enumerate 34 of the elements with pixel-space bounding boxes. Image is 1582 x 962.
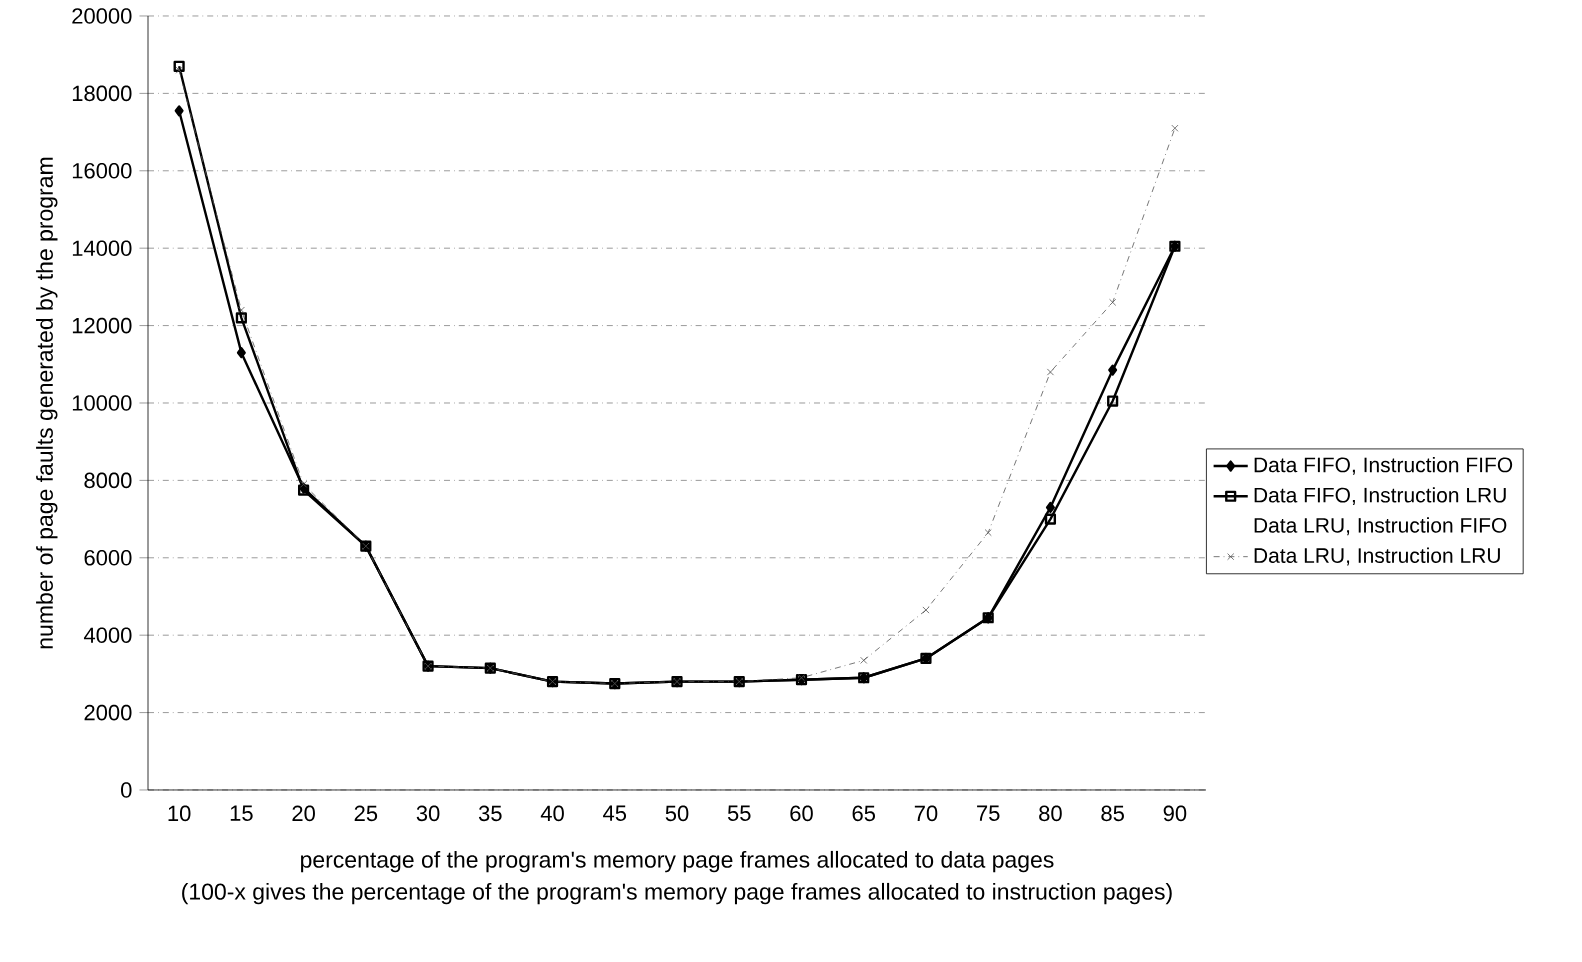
x-tick-label: 45 <box>603 805 627 821</box>
x-axis-title: percentage of the program's memory page frames allocated to data pages (100-x gives the percentage of the program's memory page frames allocated to instruction pages) <box>182 850 1172 905</box>
y-tick-label: 16000 <box>72 163 132 179</box>
x-tick-label: 20 <box>292 805 315 822</box>
y-tick-label: 0 <box>121 782 132 798</box>
y-tick-label: 6000 <box>84 550 132 566</box>
y-tick-label: 4000 <box>83 627 132 643</box>
x-tick-label: 50 <box>665 805 689 822</box>
y-tick-label: 18000 <box>72 85 132 102</box>
x-tick-label: 40 <box>540 805 564 822</box>
x-tick-label: 80 <box>1039 805 1062 822</box>
y-tick-label: 20000 <box>72 8 132 24</box>
y-tick-label: 10000 <box>72 395 132 411</box>
x-tick-label: 60 <box>790 805 813 822</box>
legend-label: Data LRU, Instruction LRU <box>1254 547 1500 566</box>
x-tick-label: 15 <box>230 805 253 821</box>
text: Data LRU, Instruction FIFO <box>1254 517 1507 536</box>
x-tick-label: 90 <box>1163 805 1187 822</box>
y-axis-title: number of page faults generated by the program <box>36 157 58 649</box>
x-tick-label: 35 <box>478 805 502 822</box>
y-tick-label: 2000 <box>84 704 132 721</box>
x-tick-label: 25 <box>354 805 378 822</box>
y-tick-label: 14000 <box>72 240 132 256</box>
x-tick-label: 65 <box>852 805 876 822</box>
y-tick-label: 12000 <box>72 317 132 334</box>
legend-label: Data FIFO, Instruction LRU <box>1254 487 1506 506</box>
x-tick-label: 70 <box>914 805 938 822</box>
legend-label: Data FIFO, Instruction FIFO <box>1254 456 1513 475</box>
x-tick-label: 10 <box>168 805 191 822</box>
x-tick-label: 85 <box>1101 805 1124 822</box>
x-tick-label: 55 <box>727 805 751 821</box>
x-tick-label: 30 <box>416 805 440 822</box>
x-tick-label: 75 <box>977 805 1000 821</box>
y-tick-label: 8000 <box>84 472 132 489</box>
